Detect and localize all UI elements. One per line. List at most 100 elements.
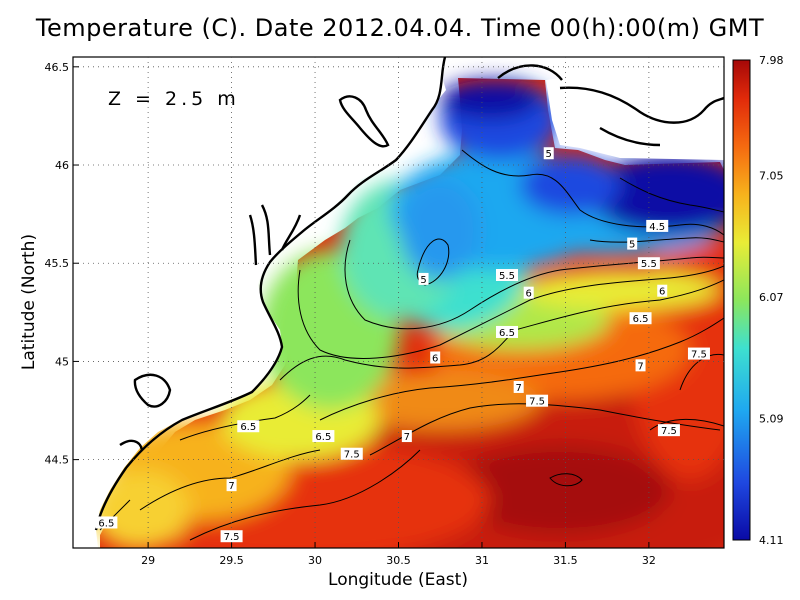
- contour-label-bg: [312, 430, 335, 443]
- colorbar-tick-label: 4.11: [759, 534, 784, 547]
- contour-6-5: [279, 279, 724, 381]
- contour-label: 5.5: [499, 271, 515, 282]
- x-tick-label: 29: [141, 554, 155, 567]
- contour-label-bg: [637, 257, 660, 270]
- contour-label: 6: [659, 287, 665, 298]
- contour-ring-5: [416, 238, 450, 286]
- x-axis-ticks: 29 29.5 30 30.5 31 31.5 32: [141, 542, 656, 567]
- contour-label-bg: [418, 272, 429, 285]
- contour-label: 5.5: [641, 259, 657, 270]
- coast-danube: [248, 204, 302, 266]
- contour-label: 7.5: [661, 426, 677, 437]
- coastline: [94, 57, 724, 531]
- contour-label-bg: [627, 237, 638, 250]
- contour-label-bg: [657, 284, 668, 297]
- contour-7-west: [139, 449, 321, 511]
- y-axis-label: Latitude (North): [19, 233, 39, 371]
- contour-small-ring: [549, 473, 583, 487]
- contour-label: 6: [526, 289, 532, 300]
- contour-label: 7: [515, 383, 521, 394]
- contour-label: 5: [420, 275, 426, 286]
- contour-label: 6.5: [633, 314, 649, 325]
- y-axis-ticks: 44.5 45 45.5 46 46.5: [45, 61, 79, 467]
- y-tick-label: 44.5: [45, 454, 70, 467]
- y-tick-label: 45: [55, 355, 69, 368]
- x-axis-label: Longitude (East): [328, 570, 468, 590]
- contour-7: [319, 317, 724, 421]
- colorbar-ticks: 7.98 7.05 6.07 5.09 4.11: [759, 54, 784, 547]
- contour-label-bg: [523, 286, 534, 299]
- contour-label-bg: [496, 325, 518, 338]
- contour-label: 6: [432, 353, 438, 364]
- contour-label: 7.5: [529, 397, 545, 408]
- contour-label: 6.5: [315, 432, 331, 443]
- contour-label-bg: [635, 359, 646, 372]
- x-tick-label: 31.5: [553, 554, 578, 567]
- contour-label-bg: [496, 269, 518, 282]
- contour-label-bg: [340, 447, 363, 460]
- contour-ring-7-5-se: [649, 418, 724, 431]
- contour-label: 7.5: [691, 350, 707, 361]
- colorbar-tick-label: 6.07: [759, 291, 784, 304]
- contour-6: [297, 265, 724, 359]
- y-tick-label: 46: [55, 159, 69, 172]
- contour-lines: [99, 149, 724, 541]
- contour-label-bg: [401, 430, 412, 443]
- contour-4-5: [619, 177, 724, 213]
- contour-5-5: [344, 239, 724, 330]
- contour-label: 5: [629, 240, 635, 251]
- contour-label: 7.5: [224, 532, 240, 543]
- colorbar-tick-label: 5.09: [759, 412, 784, 425]
- contour-label: 6.5: [240, 422, 256, 433]
- coast-sw-lake: [133, 373, 172, 408]
- x-tick-label: 30: [308, 554, 322, 567]
- sea-field: [73, 57, 724, 548]
- contour-label-bg: [526, 394, 549, 407]
- contour-label-bg: [430, 351, 441, 364]
- colorbar-tick-label: 7.98: [759, 54, 784, 67]
- coast-ne2: [599, 126, 661, 147]
- y-tick-label: 46.5: [45, 61, 70, 74]
- contour-ring-7-5-east: [679, 353, 724, 391]
- y-tick-label: 45.5: [45, 257, 70, 270]
- contour-label-bg: [657, 424, 680, 437]
- x-tick-label: 29.5: [219, 554, 244, 567]
- x-tick-label: 32: [642, 554, 656, 567]
- contour-label: 5: [546, 149, 552, 160]
- contour-label: 4.5: [649, 222, 665, 233]
- land: [73, 57, 446, 548]
- contour-label-bg: [629, 312, 652, 325]
- contour-label-bg: [95, 516, 118, 529]
- colorbar-tick-label: 7.05: [759, 169, 784, 182]
- x-tick-label: 30.5: [386, 554, 411, 567]
- contour-label: 6.5: [98, 518, 114, 529]
- contour-label: 7: [404, 432, 410, 443]
- gridlines: [73, 57, 724, 548]
- contour-5-east: [589, 237, 724, 243]
- contour-label-bg: [220, 530, 243, 543]
- contour-7-5-west: [189, 449, 421, 541]
- coast-sw-lake2: [119, 439, 144, 451]
- colorbar: [732, 59, 751, 541]
- sea-gradient-blobs: [90, 80, 724, 548]
- contour-label-bg: [226, 479, 237, 492]
- coast-bay: [497, 64, 563, 81]
- contour-label: 7: [637, 361, 643, 372]
- contour-label-bg: [543, 147, 554, 160]
- contour-label: 6.5: [499, 328, 515, 339]
- contour-label-bg: [646, 219, 669, 232]
- contour-label: 7: [228, 481, 234, 492]
- coast-west: [94, 57, 447, 531]
- contour-label-bg: [687, 347, 710, 360]
- coast-northeast: [559, 86, 724, 124]
- contour-label-bg: [237, 420, 260, 433]
- chart-title: Temperature (C). Date 2012.04.04. Time 0…: [35, 14, 765, 42]
- contour-5-north: [461, 149, 724, 236]
- contour-label: 7.5: [344, 450, 360, 461]
- contour-label-bg: [513, 380, 524, 393]
- x-tick-label: 31: [475, 554, 489, 567]
- coast-liman: [338, 95, 390, 148]
- contour-6-5-west: [179, 394, 311, 441]
